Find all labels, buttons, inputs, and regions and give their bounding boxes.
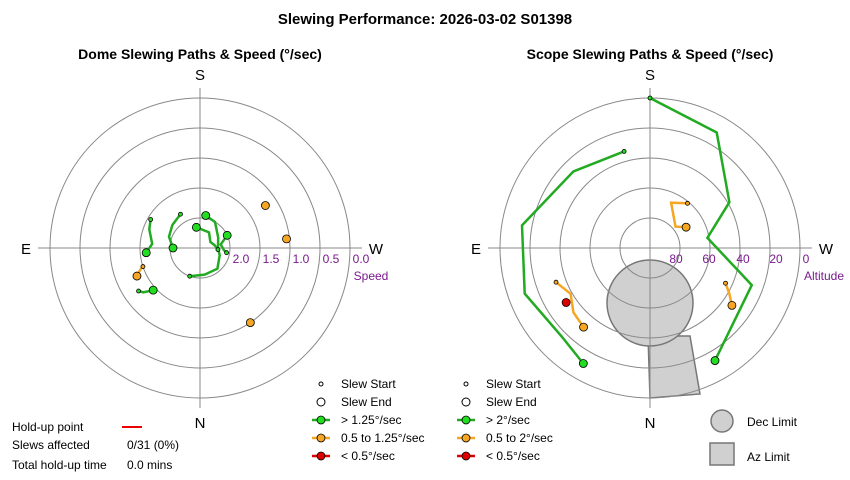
scope-cardinal-w: W — [819, 241, 834, 258]
slew-end-marker — [727, 300, 737, 310]
slew-start-marker — [215, 247, 221, 252]
scope-subtitle: Scope Slewing Paths & Speed (°/sec) — [527, 46, 774, 62]
slew-start-marker — [621, 149, 627, 154]
slew-start-marker — [136, 288, 141, 294]
limit-legend: Dec Limit Az Limit — [709, 409, 798, 466]
dome-cardinal-w: W — [369, 241, 384, 258]
slew-start-marker — [224, 250, 229, 256]
slew-path-line — [195, 226, 219, 251]
dome-tick-label: 2.0 — [233, 252, 250, 266]
slew-path-line — [555, 281, 585, 328]
legend-label: Slew Start — [486, 377, 541, 391]
scope-cardinal-n: N — [645, 415, 656, 432]
slew-end-marker — [132, 271, 142, 281]
slew-start-marker — [647, 95, 653, 101]
legend-end-marker — [461, 397, 471, 407]
legend-label: > 2°/sec — [486, 413, 530, 427]
slews-affected-value: 0/31 (0%) — [127, 438, 179, 452]
slew-start-marker — [148, 217, 154, 222]
slew-start-marker — [178, 211, 183, 217]
legend-az-limit-swatch — [709, 442, 735, 466]
scope-tick-label: 80 — [669, 252, 683, 266]
total-holdup-value: 0.0 mins — [127, 458, 172, 472]
dome-tick-label: 0.0 — [353, 252, 370, 266]
scope-grid — [488, 88, 812, 408]
legend-end-marker — [316, 397, 326, 407]
dome-slew-paths — [132, 201, 291, 328]
slew-end-marker — [579, 322, 588, 332]
legend-start-marker — [318, 381, 324, 387]
scope-slew-paths — [520, 95, 754, 368]
legend-slow-marker — [461, 451, 471, 461]
dome-cardinal-e: E — [21, 241, 31, 258]
legend-label: > 1.25°/sec — [341, 413, 402, 427]
slew-start-marker — [685, 200, 690, 206]
slew-end-marker — [168, 243, 178, 253]
slew-end-marker — [191, 222, 201, 232]
dome-axis-name: Speed — [354, 269, 389, 283]
legend-fast-marker — [461, 415, 471, 425]
dome-panel: Dome Slewing Paths & Speed (°/sec) S N E… — [21, 46, 388, 432]
legend-label: < 0.5°/sec — [486, 449, 540, 463]
dome-cardinal-n: N — [195, 415, 206, 432]
scope-tick-label: 0 — [803, 252, 810, 266]
dome-subtitle: Dome Slewing Paths & Speed (°/sec) — [78, 46, 322, 62]
slew-path-line — [145, 219, 154, 254]
slew-path-line — [649, 96, 754, 362]
legend-label: Slew End — [341, 395, 392, 409]
scope-cardinal-s: S — [645, 67, 655, 84]
slew-end-marker — [141, 248, 151, 258]
dome-cardinal-s: S — [195, 67, 205, 84]
scope-axis-name: Altitude — [804, 269, 844, 283]
slew-end-marker — [201, 211, 211, 220]
figure-title: Slewing Performance: 2026-03-02 S01398 — [278, 11, 572, 28]
slew-start-marker — [553, 279, 559, 285]
legend-label: Dec Limit — [747, 415, 798, 429]
slew-end-marker — [222, 230, 232, 240]
legend-start-marker — [463, 381, 469, 387]
slew-start-marker — [140, 264, 146, 269]
slew-path-line — [669, 201, 688, 229]
dome-legend: Slew Start Slew End > 1.25°/sec 0.5 to 1… — [312, 377, 425, 463]
legend-label: < 0.5°/sec — [341, 449, 395, 463]
legend-label: Az Limit — [747, 450, 790, 464]
legend-label: 0.5 to 2°/sec — [486, 431, 553, 445]
slew-end-marker — [710, 356, 720, 365]
slew-path-line — [167, 213, 182, 249]
slew-end-marker — [681, 222, 691, 232]
total-holdup-label: Total hold-up time — [12, 458, 107, 472]
slews-affected-label: Slews affected — [12, 438, 90, 452]
legend-label: Slew End — [486, 395, 537, 409]
legend-slow-marker — [316, 451, 326, 461]
legend-label: 0.5 to 1.25°/sec — [341, 431, 425, 445]
holdup-stats: Hold-up point Slews affected 0/31 (0%) T… — [12, 420, 179, 472]
holdup-point-label: Hold-up point — [12, 420, 84, 434]
scope-cardinal-e: E — [471, 241, 481, 258]
scope-tick-label: 60 — [702, 252, 716, 266]
dome-tick-label: 1.5 — [263, 252, 280, 266]
slew-end-marker — [261, 201, 270, 210]
slew-path-line — [520, 150, 625, 365]
slew-end-marker — [282, 234, 291, 244]
slew-start-marker — [187, 273, 193, 279]
legend-mid-marker — [461, 433, 471, 443]
scope-limits — [606, 259, 701, 399]
scope-panel: Scope Slewing Paths & Speed (°/sec) S N … — [471, 46, 844, 432]
scope-tick-label: 40 — [736, 252, 750, 266]
slew-end-marker — [245, 318, 255, 328]
legend-fast-marker — [316, 415, 326, 425]
slew-end-marker — [148, 285, 158, 295]
scope-legend: Slew Start Slew End > 2°/sec 0.5 to 2°/s… — [457, 377, 553, 463]
legend-label: Slew Start — [341, 377, 396, 391]
dome-tick-label: 1.0 — [293, 252, 310, 266]
slew-end-marker — [561, 298, 571, 307]
dome-tick-label: 0.5 — [323, 252, 340, 266]
legend-dec-limit-swatch — [710, 409, 734, 433]
slew-start-marker — [723, 280, 728, 286]
slew-end-marker — [578, 359, 588, 368]
dome-grid — [38, 88, 362, 408]
legend-mid-marker — [316, 433, 326, 443]
scope-tick-label: 20 — [769, 252, 783, 266]
